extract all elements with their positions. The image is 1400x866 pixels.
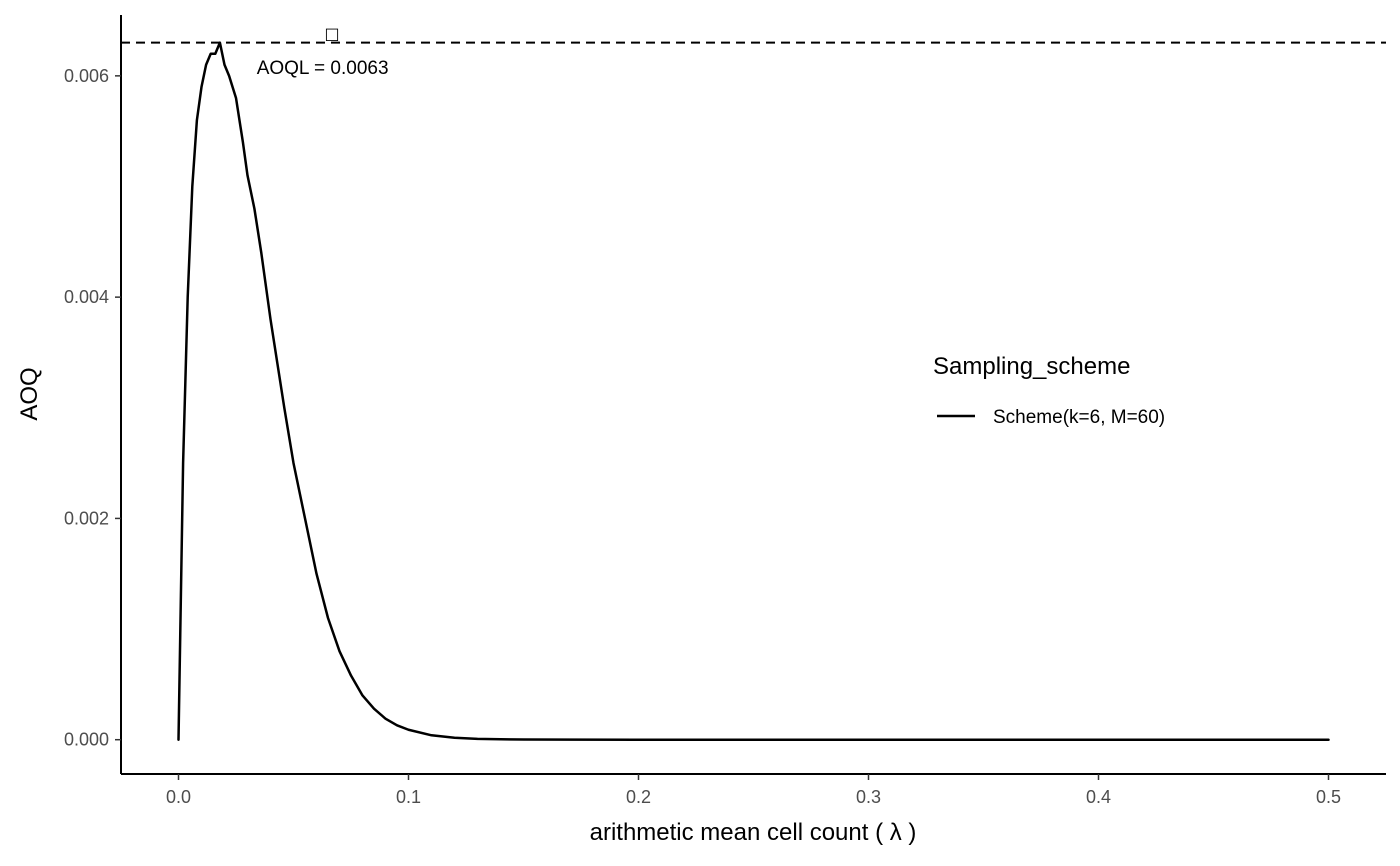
x-tick-label: 0.4 — [1086, 787, 1111, 807]
axes — [120, 15, 1386, 775]
legend-label: Scheme(k=6, M=60) — [993, 407, 1165, 428]
annotations: AOQL = 0.0063 □ — [257, 24, 389, 79]
x-axis-ticks: 0.0 0.1 0.2 0.3 0.4 0.5 — [166, 774, 1341, 807]
y-tick-label: 0.004 — [64, 287, 109, 307]
y-axis-ticks: 0.000 0.002 0.004 0.006 — [64, 66, 121, 750]
x-tick-label: 0.0 — [166, 787, 191, 807]
y-tick-label: 0.006 — [64, 66, 109, 86]
x-tick-label: 0.1 — [396, 787, 421, 807]
y-tick-label: 0.002 — [64, 508, 109, 528]
series-lines — [177, 41, 1330, 741]
x-tick-label: 0.2 — [626, 787, 651, 807]
y-tick-label: 0.000 — [64, 730, 109, 750]
symbol-glyph: □ — [324, 24, 339, 43]
aoql-annotation: AOQL = 0.0063 — [257, 58, 389, 79]
legend: Sampling_scheme Scheme(k=6, M=60) — [933, 353, 1165, 428]
x-tick-label: 0.5 — [1316, 787, 1341, 807]
legend-title: Sampling_scheme — [933, 353, 1130, 380]
x-tick-label: 0.3 — [856, 787, 881, 807]
series-line-0 — [177, 41, 1330, 741]
y-axis-title: AOQ — [16, 367, 43, 420]
x-axis-title: arithmetic mean cell count ( λ ) — [590, 819, 917, 846]
